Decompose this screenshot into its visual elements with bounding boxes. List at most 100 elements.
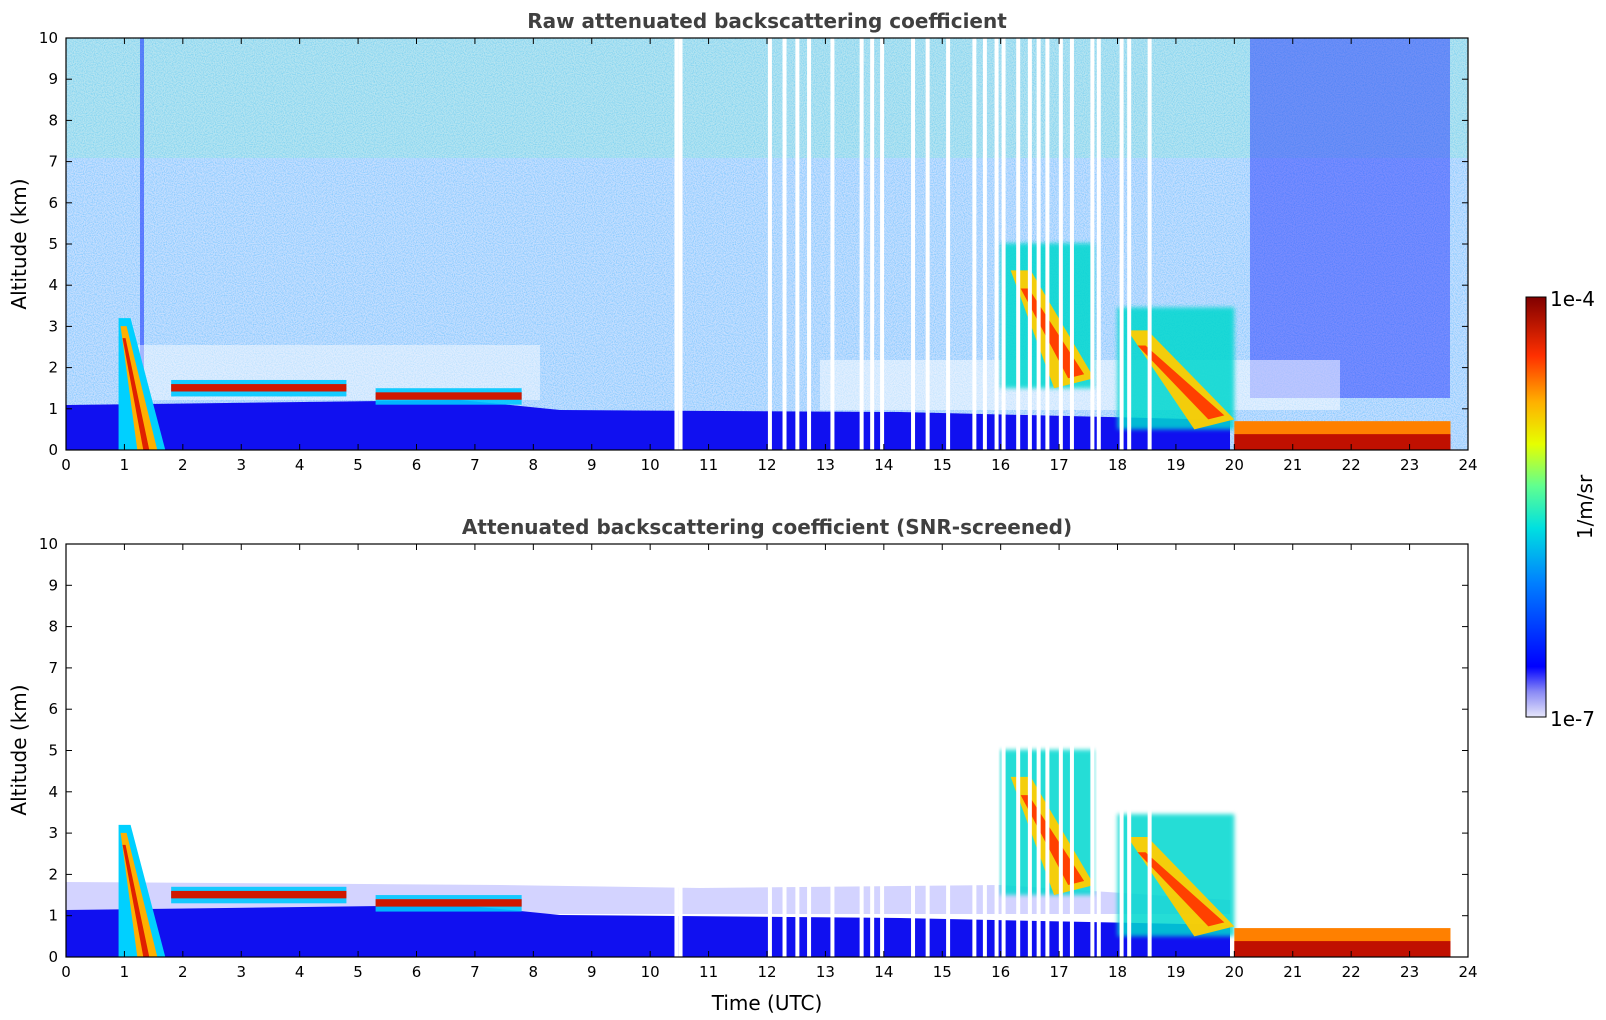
top-data-gap (678, 38, 683, 450)
top-y-tick-label: 0 (48, 441, 58, 459)
bottom-y-tick-label: 2 (48, 865, 58, 883)
bottom-y-tick-label: 10 (39, 535, 58, 553)
bottom-feature-core (171, 890, 347, 899)
top-data-gap (982, 38, 987, 450)
bottom-data-gap (1119, 544, 1124, 957)
top-data-gap (925, 38, 930, 450)
bottom-feature-core-inner (1137, 852, 1225, 927)
top-x-tick-label: 21 (1283, 456, 1302, 474)
bottom-x-tick-label: 23 (1400, 963, 1419, 981)
bottom-y-tick-label: 6 (48, 700, 58, 718)
bottom-feature (171, 886, 347, 904)
bottom-data-gap (1036, 544, 1041, 957)
bottom-features (118, 749, 1451, 957)
top-x-tick-label: 16 (991, 456, 1010, 474)
top-data-gap (946, 38, 951, 450)
bottom-panel: Attenuated backscattering coefficient (S… (7, 515, 1478, 1015)
top-feature (1234, 421, 1451, 450)
top-x-tick-label: 20 (1225, 456, 1244, 474)
bottom-x-tick-label: 11 (699, 963, 718, 981)
bottom-data-gap (1096, 544, 1101, 957)
top-data-gap (1001, 38, 1006, 450)
top-x-tick-label: 6 (412, 456, 422, 474)
bottom-data-gap (767, 544, 772, 957)
bottom-x-tick-label: 19 (1166, 963, 1185, 981)
bottom-x-tick-label: 12 (757, 963, 776, 981)
top-x-axis: 0 1 2 3 4 5 6 7 8 9 10 11 12 13 14 15 16 17 18 19 20 21 22 23 24 (61, 38, 1478, 474)
colorbar-min-label: 1e-7 (1550, 707, 1595, 731)
bottom-y-tick-label: 4 (48, 783, 58, 801)
top-y-axis: 0 1 2 3 4 5 6 7 8 9 10 (39, 29, 1468, 459)
bottom-x-tick-label: 10 (641, 963, 660, 981)
bottom-feature-core (375, 899, 522, 907)
top-feature-core-inner (1137, 345, 1225, 420)
top-x-tick-label: 8 (529, 456, 539, 474)
top-data-gap (994, 38, 999, 450)
top-y-tick-label: 8 (48, 111, 58, 129)
bottom-data-gap (1090, 544, 1095, 957)
bottom-panel-title: Attenuated backscattering coefficient (S… (462, 515, 1072, 539)
bottom-x-tick-label: 22 (1342, 963, 1361, 981)
top-y-tick-label: 9 (48, 70, 58, 88)
bottom-data-gap (674, 544, 679, 957)
bottom-data-gap (925, 544, 930, 957)
top-data-gap (1016, 38, 1021, 450)
top-panel: Raw attenuated backscattering coefficien… (7, 9, 1478, 474)
bottom-x-tick-label: 3 (236, 963, 246, 981)
colorbar: 1e-4 1e-7 1/m/sr (1525, 287, 1597, 731)
bottom-x-tick-label: 9 (587, 963, 597, 981)
bottom-y-tick-label: 7 (48, 659, 58, 677)
top-x-tick-label: 3 (236, 456, 246, 474)
top-feature-core (1234, 434, 1451, 450)
top-x-tick-label: 14 (874, 456, 893, 474)
top-x-tick-label: 2 (178, 456, 188, 474)
colorbar-unit-label: 1/m/sr (1573, 474, 1597, 539)
bottom-data-gap (1045, 544, 1050, 957)
bottom-feature-core (120, 832, 158, 957)
top-data-gap (782, 38, 787, 450)
bottom-data-gaps (674, 544, 1152, 957)
top-feature-core-inner (122, 338, 150, 450)
bottom-data-gap (782, 544, 787, 957)
top-data-gap (1058, 38, 1063, 450)
top-feature (118, 318, 166, 450)
top-y-axis-label: Altitude (km) (7, 178, 31, 309)
bottom-x-axis: 0 1 2 3 4 5 6 7 8 9 10 11 12 13 14 15 16 17 18 19 20 21 22 23 24 (61, 544, 1478, 981)
top-data-gap (972, 38, 977, 450)
bottom-y-tick-label: 9 (48, 576, 58, 594)
top-data-gap (807, 38, 812, 450)
top-feature-core (171, 384, 347, 392)
bottom-data-gap (807, 544, 812, 957)
bottom-y-tick-label: 0 (48, 948, 58, 966)
bottom-feature-core-inner (122, 844, 150, 957)
top-y-tick-label: 1 (48, 400, 58, 418)
top-x-tick-label: 17 (1050, 456, 1069, 474)
top-data-gap (870, 38, 875, 450)
bottom-x-tick-label: 7 (470, 963, 480, 981)
top-x-tick-label: 22 (1342, 456, 1361, 474)
top-x-tick-label: 7 (470, 456, 480, 474)
top-x-tick-label: 4 (295, 456, 305, 474)
bottom-data-gap (678, 544, 683, 957)
top-feature (375, 388, 522, 405)
bottom-data-gap (859, 544, 864, 957)
top-feature (1117, 307, 1235, 430)
top-data-gap (795, 38, 800, 450)
top-panel-title: Raw attenuated backscattering coefficien… (527, 9, 1007, 33)
top-data-gap (1119, 38, 1124, 450)
bottom-feature-core (1234, 941, 1451, 957)
bottom-data-gap (870, 544, 875, 957)
bottom-data-gap (972, 544, 977, 957)
bottom-data-gap (911, 544, 916, 957)
bottom-feature (1234, 928, 1451, 957)
bottom-data-gap (982, 544, 987, 957)
top-data-gap (830, 38, 835, 450)
top-y-tick-label: 7 (48, 153, 58, 171)
top-x-tick-label: 18 (1108, 456, 1127, 474)
bottom-x-tick-label: 20 (1225, 963, 1244, 981)
top-data-gap (1090, 38, 1095, 450)
top-x-tick-label: 13 (816, 456, 835, 474)
top-x-tick-label: 10 (641, 456, 660, 474)
top-x-tick-label: 23 (1400, 456, 1419, 474)
